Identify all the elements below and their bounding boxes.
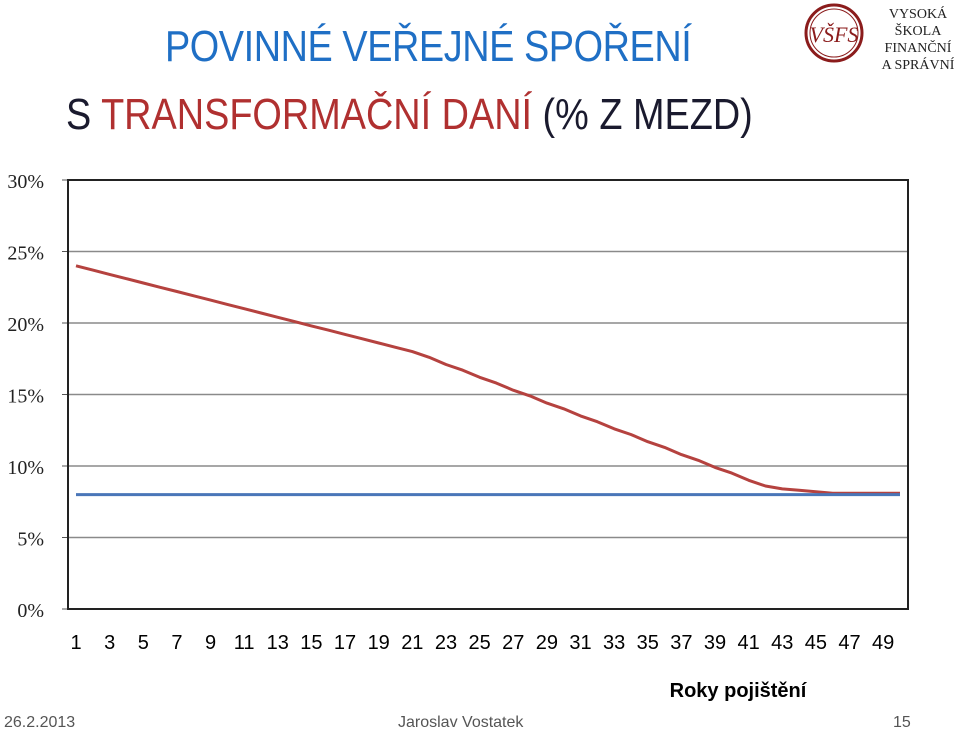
x-tick-label: 9	[205, 632, 216, 654]
x-tick-label: 15	[300, 632, 322, 654]
x-tick-label: 17	[334, 632, 356, 654]
title-part-prefix: S	[66, 90, 102, 139]
slide-title-line1: POVINNÉ VEŘEJNÉ SPOŘENÍ	[165, 22, 692, 71]
x-tick-label: 39	[704, 632, 726, 654]
x-tick-label: 13	[267, 632, 289, 654]
series-line-1	[75, 264, 900, 495]
x-tick-label: 19	[368, 632, 390, 654]
y-tick-label: 30%	[7, 171, 44, 193]
x-tick-label: 25	[468, 632, 490, 654]
y-tick-label: 5%	[17, 529, 44, 551]
y-tick-label: 10%	[7, 457, 44, 479]
x-axis-label: Roky pojištění	[670, 680, 808, 702]
x-tick-label: 5	[138, 632, 149, 654]
x-tick-label: 47	[838, 632, 860, 654]
school-name: VYSOKÁ ŠKOLA FINANČNÍ A SPRÁVNÍ	[873, 6, 960, 74]
x-tick-label: 37	[670, 632, 692, 654]
title-part-suffix: (% Z MEZD)	[532, 90, 753, 139]
x-tick-label: 41	[738, 632, 760, 654]
x-tick-label: 31	[569, 632, 591, 654]
footer-date: 26.2.2013	[4, 714, 76, 731]
x-tick-label: 3	[104, 632, 115, 654]
y-tick-label: 0%	[17, 600, 44, 622]
slide-title-line2: S TRANSFORMAČNÍ DANÍ (% Z MEZD)	[66, 90, 753, 140]
school-name-line1: VYSOKÁ ŠKOLA	[888, 7, 948, 39]
school-seal-icon: VŠFS	[804, 3, 864, 63]
x-tick-label: 1	[70, 632, 81, 654]
school-name-line3: A SPRÁVNÍ	[881, 58, 955, 73]
x-tick-label: 33	[603, 632, 625, 654]
x-tick-label: 11	[234, 632, 255, 654]
logo-mark: VŠFS	[810, 22, 859, 47]
x-tick-label: 21	[401, 632, 423, 654]
x-tick-label: 7	[171, 632, 182, 654]
y-tick-label: 15%	[7, 386, 44, 408]
x-tick-label: 49	[872, 632, 894, 654]
y-tick-label: 20%	[7, 314, 44, 336]
x-tick-label: 43	[771, 632, 793, 654]
x-tick-label: 27	[502, 632, 524, 654]
x-tick-label: 35	[637, 632, 659, 654]
school-name-line2: FINANČNÍ	[884, 41, 952, 56]
title-part-highlight: TRANSFORMAČNÍ DANÍ	[101, 90, 533, 139]
x-tick-label: 45	[805, 632, 827, 654]
y-tick-label: 25%	[7, 243, 44, 265]
school-logo: VŠFS VYSOKÁ ŠKOLA FINANČNÍ A SPRÁVNÍ	[803, 2, 960, 73]
footer-page-number: 15	[893, 714, 911, 731]
footer-author: Jaroslav Vostatek	[398, 714, 524, 731]
x-tick-label: 23	[435, 632, 457, 654]
x-tick-label: 29	[536, 632, 558, 654]
plot-frame	[67, 179, 909, 610]
